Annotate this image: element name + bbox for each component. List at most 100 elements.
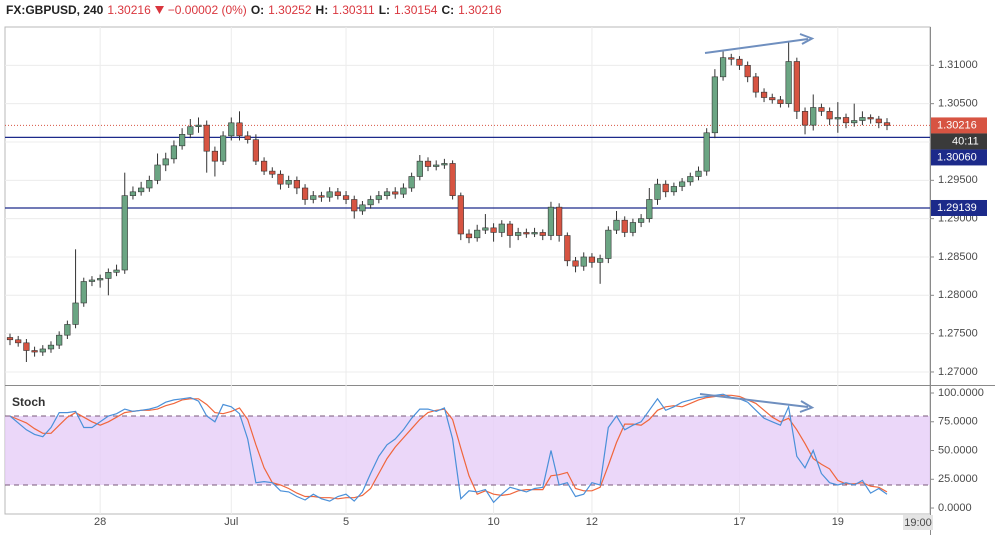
candle-body <box>375 195 382 200</box>
candle-body <box>728 57 735 60</box>
candle-body <box>203 124 210 152</box>
candle-body <box>187 126 194 135</box>
ohlc-label: C: <box>441 3 455 17</box>
candle-body <box>818 107 825 112</box>
y-tick-label: 1.28000 <box>938 289 978 301</box>
candle-body <box>515 232 522 236</box>
candle-body <box>629 222 637 233</box>
candle-body <box>23 342 30 351</box>
x-tick-label: 28 <box>94 516 106 528</box>
candle-body <box>670 186 677 193</box>
candle-body <box>424 160 432 167</box>
y-tick-label: 0.0000 <box>938 502 972 514</box>
candle-body <box>851 120 858 124</box>
candle-body <box>785 61 792 104</box>
candle-body <box>457 195 464 235</box>
candle-body <box>523 232 530 235</box>
candle-body <box>113 269 120 273</box>
candle-body <box>351 199 358 212</box>
ohlc-value: 1.30252 <box>268 3 312 17</box>
candle-body <box>121 195 128 271</box>
candle-body <box>490 227 497 233</box>
y-tick-label: 1.30500 <box>938 98 978 110</box>
legend: FX:GBPUSD, 240 1.30216 −0.00002 (0%) O: 1… <box>6 3 502 17</box>
candle-body <box>260 160 268 172</box>
candle-body <box>719 57 727 78</box>
candle-body <box>138 187 145 193</box>
x-tick-label: 17 <box>733 516 745 528</box>
time-label: 19:00 <box>904 517 932 529</box>
candle-body <box>736 58 743 66</box>
candle-body <box>703 132 710 172</box>
stoch-line <box>9 394 888 500</box>
candle-body <box>359 204 366 212</box>
candle-body <box>826 111 833 120</box>
candle-body <box>539 232 546 236</box>
candle-body <box>506 223 514 236</box>
countdown-label: 40:11 <box>952 135 979 147</box>
candle-body <box>474 229 481 239</box>
hline-label: 1.29139 <box>937 202 977 214</box>
candle-body <box>687 176 694 183</box>
candle-body <box>654 183 661 200</box>
candle-body <box>556 206 563 236</box>
candle-body <box>875 118 882 124</box>
candle-body <box>777 99 784 104</box>
candle-body <box>441 163 448 166</box>
candle-body <box>793 61 800 112</box>
candle-body <box>97 278 104 281</box>
candle-body <box>801 111 809 126</box>
candle-body <box>228 122 235 137</box>
candle-body <box>244 135 251 140</box>
countdown-box <box>931 133 987 150</box>
candle-body <box>179 134 186 147</box>
ohlc-value: 1.30154 <box>394 3 438 17</box>
candle-body <box>47 344 55 350</box>
symbol: FX:GBPUSD, 240 <box>6 3 104 17</box>
x-tick-label: Jul <box>224 516 238 528</box>
candle-body <box>39 348 46 353</box>
candle-body <box>129 191 137 196</box>
candle-body <box>154 164 161 181</box>
candle-body <box>744 65 751 78</box>
candle-body <box>383 191 391 196</box>
candle-body <box>597 258 604 263</box>
candle-body <box>400 187 407 195</box>
candle-body <box>31 350 38 353</box>
down-icon <box>154 6 164 14</box>
candle-body <box>834 117 841 120</box>
candle-body <box>867 117 874 120</box>
last: 1.30216 <box>107 3 151 17</box>
candle-body <box>883 122 891 126</box>
y-tick-label: 75.0000 <box>938 416 978 428</box>
ohlc-value: 1.30311 <box>332 3 375 17</box>
y-tick-label: 50.0000 <box>938 444 978 456</box>
candle-body <box>580 256 587 267</box>
x-tick-label: 19 <box>832 516 844 528</box>
divergence-arrow <box>704 33 815 54</box>
candle-body <box>195 124 202 127</box>
stoch-band <box>5 416 930 486</box>
candle-body <box>293 180 300 189</box>
candle-body <box>416 160 423 177</box>
y-tick-label: 1.31000 <box>938 59 978 71</box>
stoch-title: Stoch <box>12 395 45 409</box>
candle-body <box>170 145 178 160</box>
candle-body <box>482 227 489 231</box>
x-tick-label: 12 <box>586 516 598 528</box>
candle-body <box>64 324 71 336</box>
hline-box <box>931 149 987 166</box>
candle-body <box>621 219 628 233</box>
candle-body <box>318 195 325 198</box>
candle-body <box>547 206 555 236</box>
candle-body <box>162 158 169 166</box>
candle-body <box>752 76 759 93</box>
ohlc-label: H: <box>315 3 329 17</box>
candle-body <box>646 199 653 219</box>
candle-body <box>433 164 440 167</box>
candle-body <box>277 173 284 185</box>
candle-body <box>392 191 399 195</box>
ohlc-label: L: <box>378 3 391 17</box>
candle-body <box>88 279 96 282</box>
